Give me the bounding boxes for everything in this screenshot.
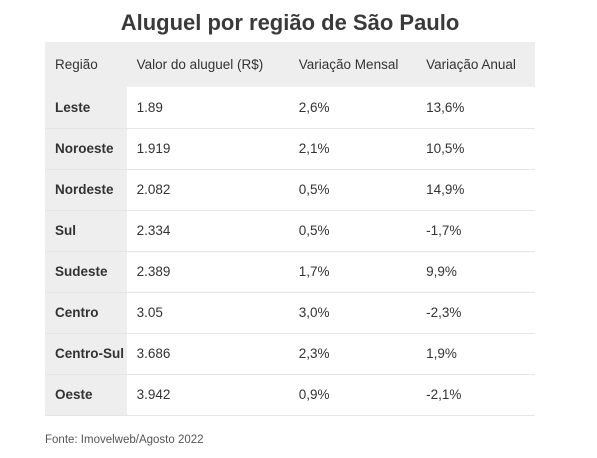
table-row: Leste 1.89 2,6% 13,6% bbox=[45, 87, 535, 129]
cell-region: Centro-Sul bbox=[45, 333, 127, 375]
cell-annual-change: -1,7% bbox=[416, 210, 535, 252]
table-row: Sul 2.334 0,5% -1,7% bbox=[45, 210, 535, 252]
cell-rent-value: 1.89 bbox=[126, 87, 289, 129]
table-row: Centro-Sul 3.686 2,3% 1,9% bbox=[45, 333, 535, 375]
cell-monthly-change: 0,9% bbox=[288, 374, 417, 416]
cell-monthly-change: 2,1% bbox=[288, 128, 417, 170]
header-monthly-change: Variação Mensal bbox=[298, 57, 399, 72]
table-body: Leste 1.89 2,6% 13,6% Noroeste 1.919 2,1… bbox=[45, 87, 535, 416]
cell-annual-change: -2,1% bbox=[416, 374, 535, 416]
header-row: Região Valor do aluguel (R$) Variação Me… bbox=[45, 42, 535, 87]
cell-rent-value: 3.942 bbox=[126, 374, 289, 416]
table-row: Centro 3.05 3,0% -2,3% bbox=[45, 292, 535, 334]
header-annual-change: Variação Anual bbox=[426, 57, 516, 72]
header-rent-value: Valor do aluguel (R$) bbox=[136, 57, 264, 72]
cell-monthly-change: 1,7% bbox=[288, 251, 417, 293]
cell-rent-value: 2.334 bbox=[126, 210, 289, 252]
cell-region: Leste bbox=[45, 87, 127, 129]
cell-region: Sul bbox=[45, 210, 127, 252]
header-region: Região bbox=[55, 57, 98, 72]
cell-rent-value: 1.919 bbox=[126, 128, 289, 170]
cell-annual-change: -2,3% bbox=[416, 292, 535, 334]
cell-region: Centro bbox=[45, 292, 127, 334]
table-row: Nordeste 2.082 0,5% 14,9% bbox=[45, 169, 535, 211]
cell-annual-change: 1,9% bbox=[416, 333, 535, 375]
chart-title: Aluguel por região de São Paulo bbox=[120, 10, 460, 35]
cell-region: Oeste bbox=[45, 374, 127, 416]
cell-rent-value: 2.082 bbox=[126, 169, 289, 211]
cell-annual-change: 9,9% bbox=[416, 251, 535, 293]
cell-rent-value: 3.686 bbox=[126, 333, 289, 375]
cell-region: Nordeste bbox=[45, 169, 127, 211]
rent-table: Região Valor do aluguel (R$) Variação Me… bbox=[45, 42, 535, 416]
table-row: Oeste 3.942 0,9% -2,1% bbox=[45, 374, 535, 416]
table-header: Região Valor do aluguel (R$) Variação Me… bbox=[45, 42, 535, 87]
table-row: Sudeste 2.389 1,7% 9,9% bbox=[45, 251, 535, 293]
cell-monthly-change: 2,6% bbox=[288, 87, 417, 129]
cell-monthly-change: 3,0% bbox=[288, 292, 417, 334]
cell-annual-change: 13,6% bbox=[416, 87, 535, 129]
table-row: Noroeste 1.919 2,1% 10,5% bbox=[45, 128, 535, 170]
cell-region: Noroeste bbox=[45, 128, 127, 170]
cell-monthly-change: 0,5% bbox=[288, 210, 417, 252]
cell-rent-value: 3.05 bbox=[126, 292, 289, 334]
cell-monthly-change: 2,3% bbox=[288, 333, 417, 375]
cell-region: Sudeste bbox=[45, 251, 127, 293]
source-note: Fonte: Imovelweb/Agosto 2022 bbox=[45, 434, 204, 446]
cell-rent-value: 2.389 bbox=[126, 251, 289, 293]
cell-monthly-change: 0,5% bbox=[288, 169, 417, 211]
cell-annual-change: 10,5% bbox=[416, 128, 535, 170]
cell-annual-change: 14,9% bbox=[416, 169, 535, 211]
